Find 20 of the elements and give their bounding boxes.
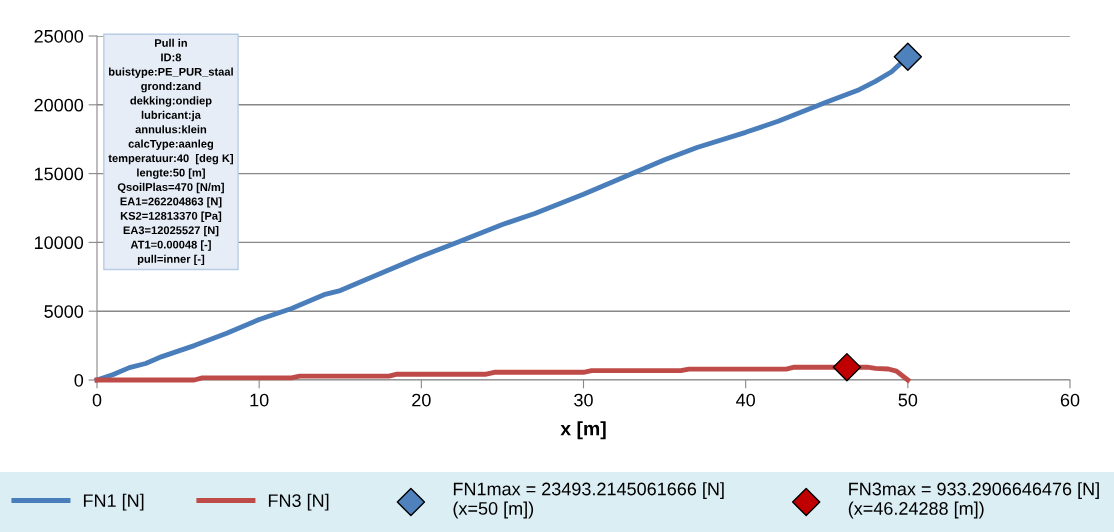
line-series bbox=[94, 364, 911, 383]
y-tick-label: 15000 bbox=[34, 167, 84, 181]
x-tick-label: 0 bbox=[92, 393, 102, 407]
text: Pull in ID:8 buistype:PE_PUR_staal grond:zand dekking:ondiep lubricant:ja annulus:klein calcType:aanleg temperatuur:40 [deg K] lengte:50 [m] QsoilPlas=470 [N/m] EA1=262204863 [N] KS2=12813370 [Pa] EA3=12025527 [N] AT1=0.00048 [-] pull=inner [-] bbox=[108, 38, 233, 266]
y-tick-label: 10000 bbox=[34, 236, 84, 250]
x-tick-label: 10 bbox=[250, 393, 269, 407]
legend-label: FN1 [N] bbox=[83, 493, 144, 511]
x-tick-label: 20 bbox=[412, 393, 431, 407]
legend-label: FN1max = 23493.2145061666 [N] (x=50 [m]) bbox=[453, 482, 724, 519]
x-tick-label: 30 bbox=[574, 393, 593, 407]
x-tick-label: 60 bbox=[1060, 393, 1080, 407]
x-tick-label: 40 bbox=[736, 393, 755, 407]
legend-label: FN3 [N] bbox=[268, 493, 329, 511]
y-tick-label: 0 bbox=[74, 373, 84, 387]
x-axis-title: x [m] bbox=[560, 421, 606, 440]
y-tick-label: 25000 bbox=[34, 29, 84, 43]
y-tick-label: 20000 bbox=[34, 98, 84, 112]
legend-label: FN3max = 933.2906646476 [N] (x=46.24288 [m]) bbox=[848, 482, 1099, 519]
y-tick-label: 5000 bbox=[44, 305, 84, 318]
x-tick-label: 50 bbox=[898, 393, 918, 407]
